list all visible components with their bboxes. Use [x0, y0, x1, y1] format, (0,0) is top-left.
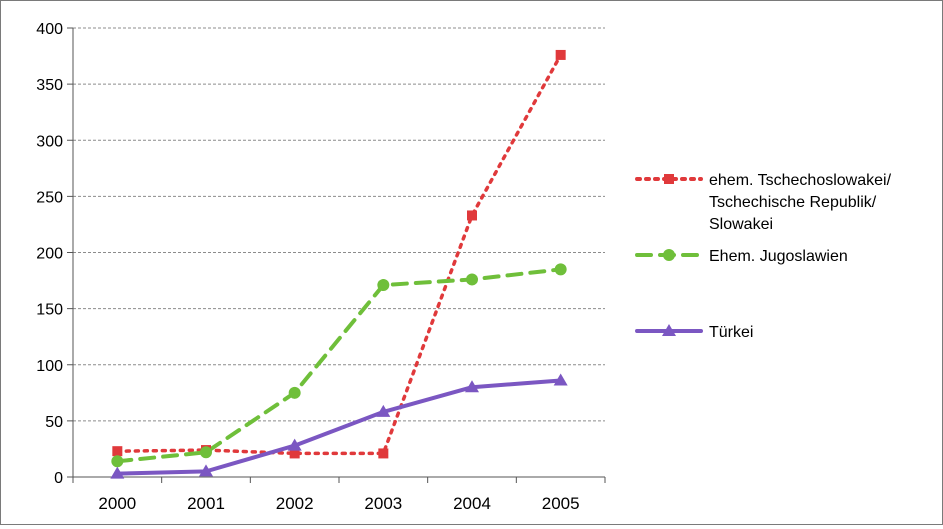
axes [67, 27, 606, 483]
data-point-series-2 [553, 373, 568, 386]
data-point-series-2 [465, 380, 479, 393]
y-tick-labels: 0 50 100 150 200 250 300 350 400 [36, 21, 63, 487]
data-point-series-1 [200, 446, 212, 459]
data-point-series-2 [110, 466, 125, 479]
data-point-series-0 [467, 210, 477, 221]
data-point-series-1 [288, 386, 301, 399]
y-tick-label: 200 [36, 246, 63, 263]
x-tick-label: 2002 [276, 494, 314, 513]
data-point-series-0 [555, 49, 566, 60]
x-tick-label: 2001 [187, 494, 225, 513]
gridlines [73, 27, 605, 422]
data-point-series-0 [378, 448, 389, 459]
legend-label: Tschechische Republik/ [709, 194, 877, 211]
series-line-0 [115, 53, 563, 456]
series-markers [110, 49, 568, 479]
legend-swatch-marker [664, 174, 674, 184]
y-tick-label: 350 [36, 77, 63, 94]
data-point-series-2 [199, 464, 213, 477]
series-line-2 [115, 378, 563, 476]
y-tick-label: 300 [36, 133, 63, 150]
series-lines [115, 53, 563, 476]
legend: ehem. Tschechoslowakei/Tschechische Repu… [635, 172, 892, 341]
data-point-series-1 [554, 263, 567, 276]
data-point-series-2 [376, 404, 391, 417]
legend-swatch-marker [663, 249, 675, 261]
legend-label: ehem. Tschechoslowakei/ [709, 172, 892, 189]
data-point-series-2 [287, 438, 302, 451]
y-tick-label: 0 [54, 470, 63, 487]
x-tick-label: 2000 [98, 494, 136, 513]
x-tick-label: 2004 [453, 494, 491, 513]
data-point-series-1 [377, 279, 390, 292]
y-tick-label: 400 [36, 21, 63, 38]
y-tick-label: 100 [36, 358, 63, 375]
data-point-series-1 [466, 273, 478, 286]
x-tick-label: 2003 [364, 494, 402, 513]
data-point-series-1 [111, 455, 124, 468]
legend-label: Türkei [709, 324, 753, 341]
y-tick-label: 50 [45, 414, 63, 431]
legend-label: Slowakei [709, 216, 773, 233]
legend-label: Ehem. Jugoslawien [709, 248, 848, 265]
data-point-series-0 [289, 448, 300, 459]
y-tick-label: 150 [36, 302, 63, 319]
legend-swatch-marker [662, 324, 676, 336]
series-line-1 [115, 267, 563, 464]
y-tick-label: 250 [36, 189, 63, 206]
data-point-series-0 [112, 446, 123, 457]
x-tick-label: 2005 [542, 494, 580, 513]
x-tick-labels: 2000 2001 2002 2003 2004 2005 [98, 494, 579, 513]
